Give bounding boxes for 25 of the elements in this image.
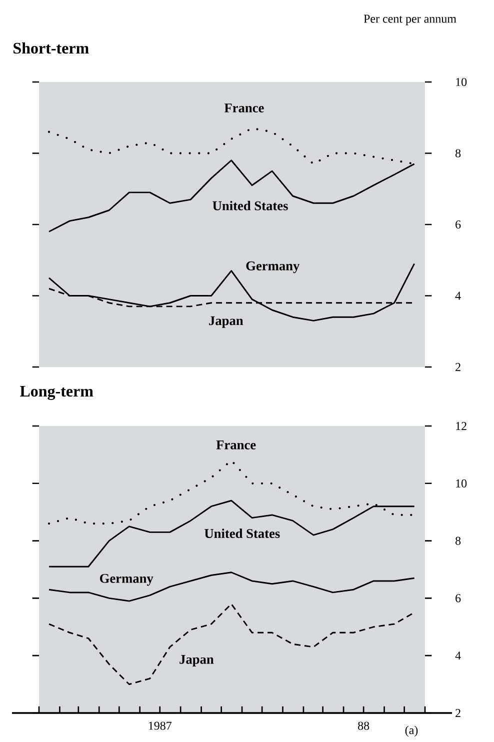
x-tick-label: 1987 bbox=[148, 722, 172, 730]
y-tick-label: 4 bbox=[455, 292, 461, 300]
text: (a) bbox=[405, 726, 418, 737]
series-label: United States bbox=[204, 528, 280, 538]
series-label: France bbox=[224, 104, 264, 112]
y-tick-label: 2 bbox=[456, 363, 460, 371]
y-tick-label: 6 bbox=[456, 594, 461, 602]
chart-title: Long-term bbox=[20, 386, 94, 400]
series-label: United States bbox=[212, 200, 288, 210]
y-tick-label: 12 bbox=[456, 422, 466, 430]
chart-title: Short-term bbox=[14, 42, 89, 54]
y-tick-label: 8 bbox=[456, 149, 461, 158]
series-label: Japan bbox=[209, 316, 244, 328]
y-tick-label: 4 bbox=[455, 652, 461, 660]
series-label: Germany bbox=[100, 574, 154, 586]
x-tick-label: 88 bbox=[358, 722, 370, 730]
series-label: Germany bbox=[246, 261, 300, 274]
y-tick-label: 6 bbox=[456, 220, 461, 229]
series-label: Japan bbox=[180, 654, 214, 667]
y-tick-label: 8 bbox=[456, 536, 461, 545]
series-label: France bbox=[216, 440, 256, 450]
y-axis-title: Per cent per annum bbox=[364, 14, 456, 26]
y-tick-label: 2 bbox=[456, 709, 460, 717]
y-tick-label: 10 bbox=[456, 78, 467, 86]
y-tick-label: 10 bbox=[456, 479, 467, 488]
